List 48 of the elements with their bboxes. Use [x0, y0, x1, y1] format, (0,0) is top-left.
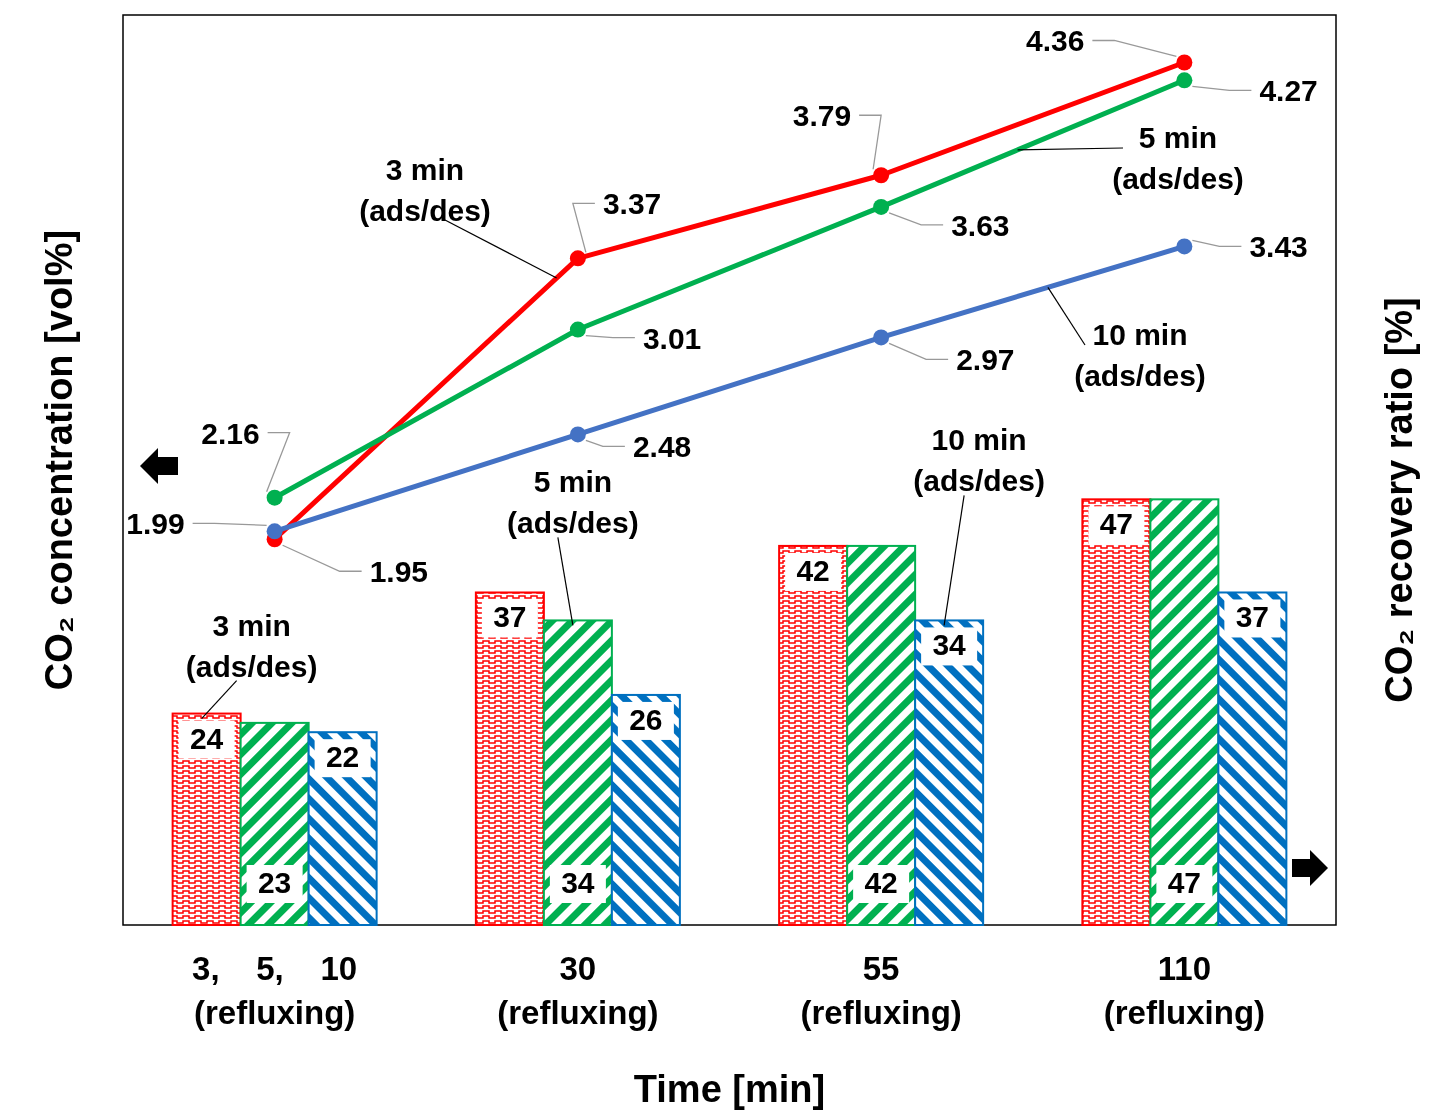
point — [266, 489, 283, 506]
point — [1176, 54, 1193, 71]
x-tick-label: 55 (refluxing) — [800, 950, 962, 1031]
data-label: 26 — [629, 702, 663, 736]
x-axis-title: Time [min] — [633, 1068, 826, 1110]
data-label: 4.36 — [1025, 24, 1085, 58]
series-label: 5 min (ads/des) — [1112, 121, 1244, 195]
data-label: 47 — [1099, 507, 1134, 541]
data-label: 2.16 — [201, 416, 260, 450]
data-label: 1.95 — [369, 555, 429, 589]
data-label: 2.97 — [956, 343, 1015, 377]
point — [1176, 72, 1193, 89]
data-label: 3.79 — [792, 99, 852, 133]
data-label: 34 — [932, 628, 967, 662]
data-label: 3.43 — [1249, 230, 1308, 264]
data-label: 42 — [864, 866, 898, 899]
x-tick-label: 110 (refluxing) — [1103, 950, 1266, 1031]
data-label: 47 — [1167, 866, 1202, 899]
data-label: 4.27 — [1259, 74, 1318, 108]
series-label: 10 min (ads/des) — [1074, 318, 1206, 392]
y2-axis-title: CO₂ recovery ratio [%] — [1378, 297, 1420, 703]
data-label: 2.48 — [632, 430, 692, 464]
data-label: 22 — [325, 740, 360, 774]
point — [569, 426, 586, 443]
data-label: 3.37 — [602, 187, 662, 221]
point — [873, 167, 890, 184]
x-tick-label: 3, 5, 10 (refluxing) — [192, 950, 358, 1031]
x-tick-label: 30 (refluxing) — [497, 950, 659, 1031]
data-label: 37 — [1235, 600, 1270, 634]
y-axis-title: CO₂ concentration [vol%] — [38, 229, 80, 691]
text: 10 min (ads/des) — [913, 423, 1045, 498]
text: 5 min (ads/des) — [507, 465, 639, 540]
data-label: 24 — [189, 721, 224, 755]
point — [1176, 238, 1193, 255]
point — [873, 198, 890, 215]
point — [569, 250, 586, 267]
data-label: 37 — [493, 600, 527, 634]
point — [873, 329, 890, 346]
data-label: 34 — [561, 866, 595, 899]
point — [569, 321, 586, 338]
series-label: 3 min (ads/des) — [185, 608, 318, 683]
data-label: 23 — [257, 866, 292, 899]
data-label: 3.01 — [642, 321, 702, 355]
data-label: 3.63 — [951, 208, 1010, 242]
text: 3 min (ads/des) — [359, 153, 491, 227]
data-label: 1.99 — [126, 507, 185, 541]
data-label: 42 — [796, 553, 830, 587]
point — [266, 523, 283, 540]
